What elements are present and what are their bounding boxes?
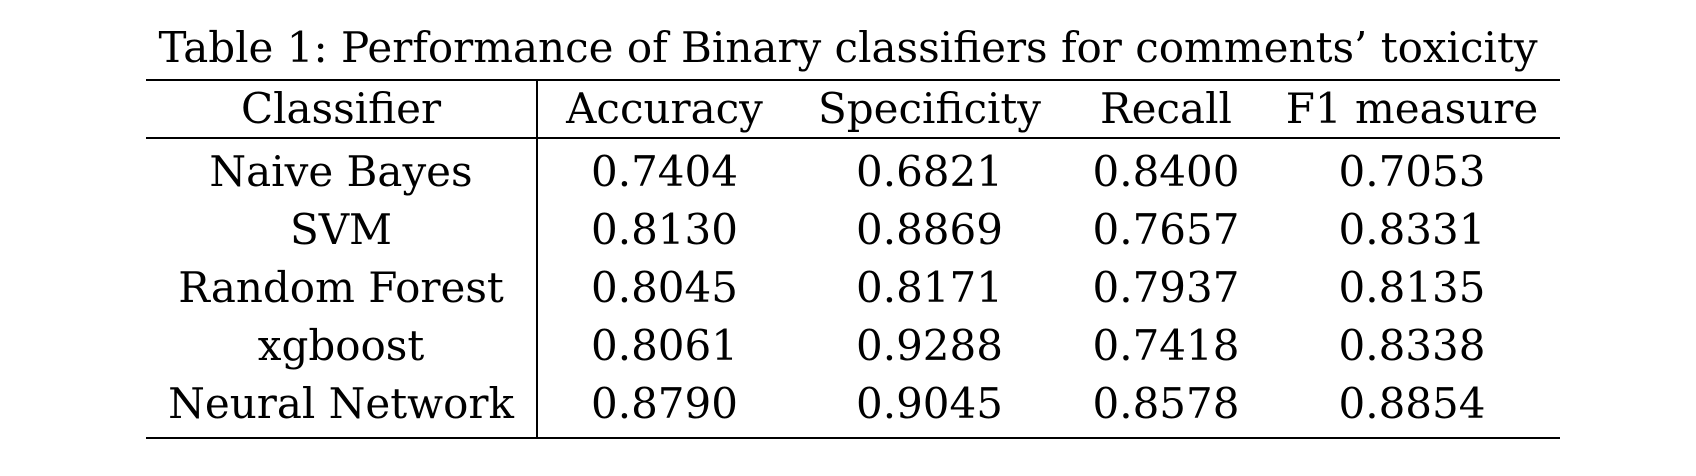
table-caption: Table 1: Performance of Binary classifie… xyxy=(158,23,1538,72)
cell-f1-measure: 0.8854 xyxy=(1338,379,1486,428)
cell-classifier: xgboost xyxy=(146,317,538,375)
cell-accuracy: 0.8061 xyxy=(591,321,738,370)
cell-classifier: Random Forest xyxy=(146,259,538,317)
cell-specificity: 0.9045 xyxy=(856,379,1003,428)
cell-f1-measure: 0.8338 xyxy=(1338,321,1486,370)
cell-specificity: 0.9288 xyxy=(856,321,1003,370)
header-classifier: Classifier xyxy=(146,80,538,138)
header-accuracy: Accuracy xyxy=(566,84,763,133)
header-f1-measure: F1 measure xyxy=(1285,84,1539,133)
cell-f1-measure: 0.7053 xyxy=(1338,147,1486,196)
cell-recall: 0.8400 xyxy=(1092,147,1240,196)
cell-specificity: 0.8171 xyxy=(856,263,1003,312)
table-row: xgboost 0.8061 0.9288 0.7418 0.8338 xyxy=(146,317,1560,375)
cell-f1-measure: 0.8331 xyxy=(1338,205,1486,254)
cell-specificity: 0.6821 xyxy=(856,147,1003,196)
table-row: Neural Network 0.8790 0.9045 0.8578 0.88… xyxy=(146,375,1560,438)
cell-specificity: 0.8869 xyxy=(856,205,1003,254)
cell-classifier: SVM xyxy=(146,201,538,259)
cell-recall: 0.7657 xyxy=(1092,205,1240,254)
cell-f1-measure: 0.8135 xyxy=(1338,263,1486,312)
table-row: Random Forest 0.8045 0.8171 0.7937 0.813… xyxy=(146,259,1560,317)
cell-recall: 0.7418 xyxy=(1092,321,1240,370)
cell-recall: 0.7937 xyxy=(1092,263,1240,312)
results-table: Classifier Accuracy Specificity Recall F… xyxy=(146,79,1560,439)
header-recall: Recall xyxy=(1100,84,1232,133)
table-row: Naive Bayes 0.7404 0.6821 0.8400 0.7053 xyxy=(146,138,1560,201)
results-table-container: Classifier Accuracy Specificity Recall F… xyxy=(146,79,1560,439)
cell-recall: 0.8578 xyxy=(1092,379,1240,428)
header-specificity: Specificity xyxy=(817,84,1042,133)
cell-accuracy: 0.7404 xyxy=(591,147,738,196)
table-row: SVM 0.8130 0.8869 0.7657 0.8331 xyxy=(146,201,1560,259)
table-header-row: Classifier Accuracy Specificity Recall F… xyxy=(146,80,1560,138)
cell-accuracy: 0.8130 xyxy=(591,205,738,254)
cell-classifier: Neural Network xyxy=(146,375,538,438)
cell-accuracy: 0.8790 xyxy=(591,379,738,428)
cell-classifier: Naive Bayes xyxy=(146,138,538,201)
cell-accuracy: 0.8045 xyxy=(591,263,738,312)
